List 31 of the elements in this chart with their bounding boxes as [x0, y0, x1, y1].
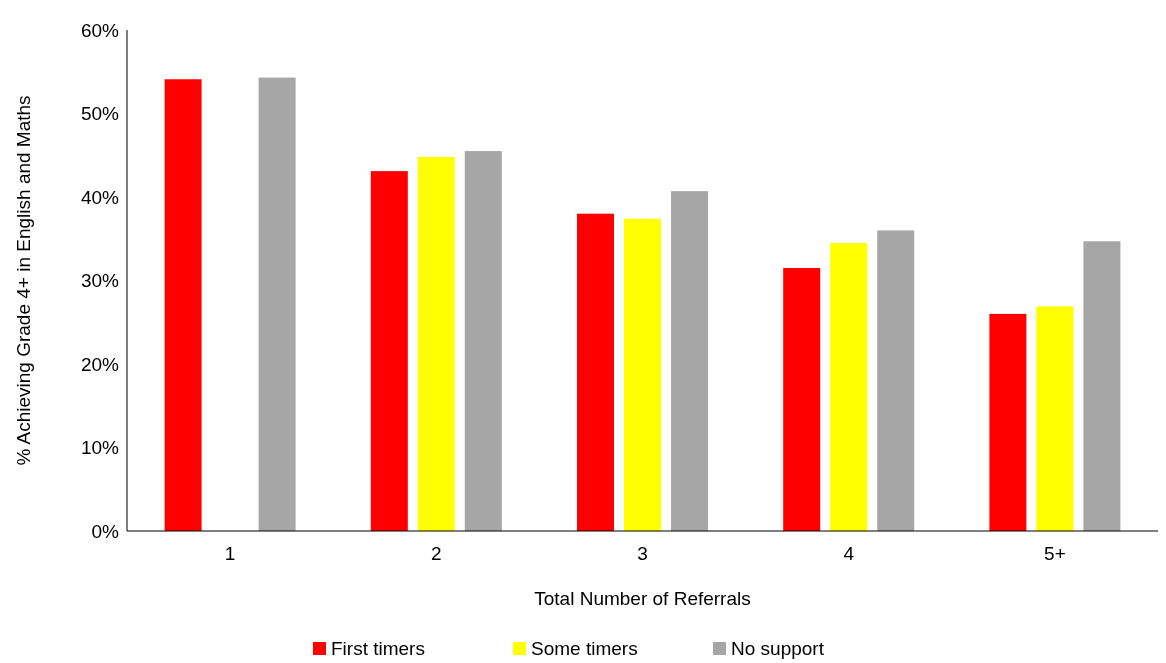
bar	[989, 313, 1027, 531]
bar	[671, 191, 708, 531]
y-tick-label: 30%	[80, 270, 120, 292]
bar	[464, 151, 502, 531]
bar	[370, 171, 408, 531]
legend-label: First timers	[331, 638, 425, 659]
bar	[783, 267, 821, 531]
bar	[577, 213, 614, 531]
x-tick-label: 2	[431, 543, 442, 564]
y-tick-label: 60%	[80, 19, 120, 41]
x-tick-label: 5+	[1044, 543, 1066, 564]
bar	[164, 79, 202, 531]
x-tick-label: 1	[224, 543, 236, 564]
legend-label: No support	[731, 638, 825, 659]
bar	[1083, 241, 1121, 531]
bar	[417, 156, 455, 531]
bar	[1036, 306, 1074, 531]
x-tick-label: 3	[637, 543, 648, 564]
legend-label: Some timers	[531, 638, 638, 659]
bar	[877, 230, 915, 531]
bar	[258, 77, 296, 531]
y-axis-title: % Achieving Grade 4+ in English and Maths	[13, 95, 34, 466]
y-tick-label: 50%	[80, 103, 120, 125]
x-tick-label: 4	[843, 543, 855, 564]
bar	[830, 242, 868, 531]
y-tick-label: 20%	[80, 353, 120, 375]
x-axis-title: Total Number of Referrals	[534, 588, 751, 609]
y-tick-label: 40%	[80, 186, 120, 208]
y-tick-label: 10%	[80, 437, 120, 459]
bar	[624, 218, 661, 531]
y-tick-label: 0%	[91, 520, 120, 542]
